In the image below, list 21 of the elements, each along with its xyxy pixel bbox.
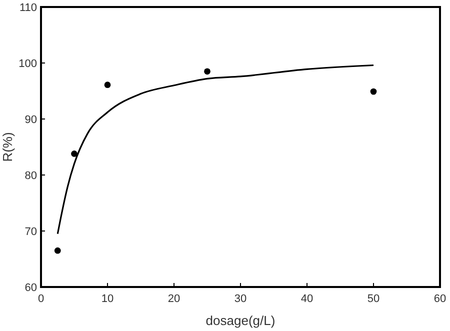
y-tick-label: 70 [24,226,37,238]
y-tick-label: 110 [19,2,37,14]
point [71,150,78,157]
x-axis-title: dosage(g/L) [206,313,276,328]
x-tick-label: 10 [101,293,114,305]
y-tick-label: 90 [24,114,37,126]
y-tick-label: 80 [24,170,37,182]
y-tick-label: 60 [24,282,37,294]
y-axis-title: R(%) [0,132,15,162]
x-tick-label: 40 [300,293,314,305]
x-tick-label: 0 [38,293,44,305]
point [204,68,210,75]
x-tick-label: 50 [367,293,380,305]
x-tick-label: 60 [434,293,446,305]
line-series [56,64,374,235]
y-tick-label: 100 [18,58,37,70]
point [104,82,111,88]
x-tick-label: 30 [234,293,247,305]
x-tick-label: 20 [168,293,180,305]
point [370,88,377,95]
point [54,247,61,254]
